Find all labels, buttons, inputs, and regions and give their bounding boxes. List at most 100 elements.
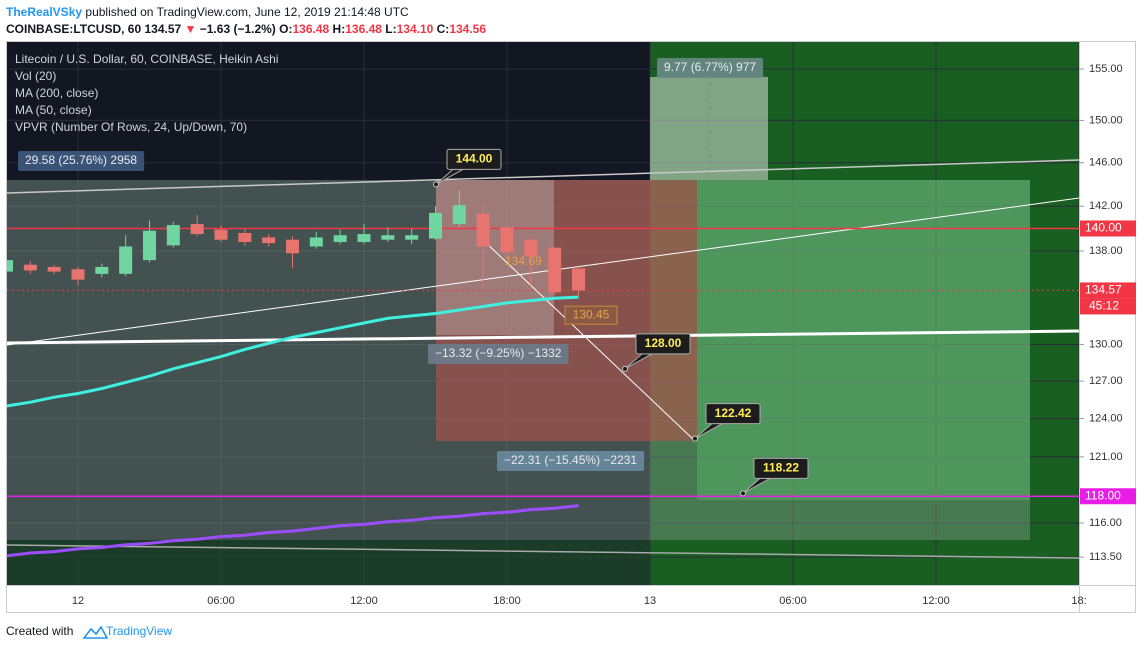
- candle-body: [333, 235, 347, 242]
- x-tick-label: 18:00: [493, 595, 521, 607]
- last: 134.57: [144, 22, 181, 36]
- y-tick-label: 121.00: [1089, 451, 1123, 463]
- candle-body: [190, 224, 204, 235]
- plot: Litecoin / U.S. Dollar, 60, COINBASE, He…: [7, 42, 1079, 585]
- callout-point: [692, 435, 698, 442]
- order-label: 134.69: [505, 254, 542, 268]
- y-tick-label: 113.50: [1089, 551, 1122, 563]
- candle-body: [143, 230, 156, 261]
- candle-body: [309, 237, 323, 247]
- candle-body: [71, 269, 85, 280]
- order-box: [564, 305, 618, 325]
- projection-line: [482, 239, 696, 442]
- callout-box: [446, 148, 502, 170]
- trendline: [7, 197, 1079, 346]
- y-tick-label: 124.00: [1089, 412, 1123, 424]
- y-tick-label: 130.00: [1089, 338, 1123, 350]
- measure-label: −22.31 (−15.45%) −2231: [504, 453, 637, 467]
- y-tick-label: 116.00: [1089, 517, 1122, 529]
- callout-label: 122.42: [715, 406, 752, 420]
- countdown-bg: [1080, 298, 1136, 315]
- measure-box: [650, 77, 768, 180]
- callout-point: [740, 490, 746, 497]
- logo: [82, 625, 109, 639]
- candle-body: [286, 239, 299, 254]
- legend-entry: MA (50, close): [15, 103, 92, 117]
- arrow: ▼: [185, 22, 197, 36]
- measure-box-label: [428, 344, 569, 364]
- h-label: H:: [333, 22, 346, 36]
- x-tick-label: 13: [644, 595, 656, 607]
- published: published on TradingView.com, June 12, 2…: [85, 5, 409, 19]
- candle-body: [166, 225, 180, 246]
- l-label: L:: [385, 22, 396, 36]
- footer-text: Created with: [6, 624, 73, 638]
- price-label-bg: [1080, 282, 1136, 299]
- candle-body: [23, 264, 37, 271]
- candle-body: [381, 235, 395, 240]
- x-tick-label: 18:: [1071, 595, 1086, 607]
- ma-line: [7, 295, 579, 408]
- profit-box: [697, 180, 1030, 500]
- y-tick-label: 138.00: [1089, 245, 1123, 257]
- author[interactable]: TheRealVSky: [6, 5, 82, 19]
- candle-body: [357, 234, 371, 242]
- candle-body: [548, 247, 562, 293]
- candle-body: [7, 260, 13, 272]
- l: 134.10: [397, 22, 434, 36]
- candle-body: [452, 205, 466, 225]
- x-tick-label: 06:00: [207, 595, 235, 607]
- header-line: TheRealVSky published on TradingView.com…: [6, 5, 409, 19]
- callout-label: 128.00: [645, 336, 682, 350]
- measure-label: 29.58 (25.76%) 2958: [25, 153, 137, 167]
- y-tick-label: 146.00: [1089, 157, 1123, 169]
- symbol: COINBASE:LTCUSD, 60: [6, 22, 141, 36]
- footer-brand[interactable]: TradingView: [106, 624, 172, 638]
- callout-box: [753, 457, 809, 479]
- price-label: 134.57: [1085, 283, 1122, 297]
- candle-body: [405, 235, 419, 240]
- price-label-bg: [1080, 488, 1136, 505]
- measure-label: −13.32 (−9.25%) −1332: [435, 346, 562, 360]
- callout-box: [705, 403, 761, 425]
- order-label: 130.45: [573, 307, 610, 321]
- callout-point: [622, 365, 628, 372]
- callout-label: 118.22: [763, 461, 799, 475]
- measure-box-label: [18, 151, 145, 171]
- x-tick-label: 12:00: [350, 595, 378, 607]
- measure-box-label: [497, 451, 645, 471]
- h: 136.48: [345, 22, 382, 36]
- c-label: C:: [437, 22, 450, 36]
- price-label-bg: [1080, 220, 1136, 237]
- candle-body: [119, 246, 133, 274]
- chart-title: Litecoin / U.S. Dollar, 60, COINBASE, He…: [15, 52, 278, 66]
- ma-line: [7, 504, 579, 558]
- x-tick-label: 06:00: [779, 595, 807, 607]
- x-tick-label: 12:00: [922, 595, 950, 607]
- y-tick-label: 150.00: [1089, 114, 1123, 126]
- candle-body: [524, 239, 538, 257]
- candle-body: [214, 229, 228, 240]
- y-tick-label: 127.00: [1089, 375, 1123, 387]
- candle-body: [47, 266, 61, 272]
- price-label: 118.00: [1085, 488, 1121, 502]
- legend-entry: MA (200, close): [15, 86, 98, 100]
- x-tick-label: 12: [72, 595, 84, 607]
- callout-label: 144.00: [456, 152, 493, 166]
- candle-body: [95, 266, 109, 274]
- symbol-line: COINBASE:LTCUSD, 60 134.57 ▼ −1.63 (−1.2…: [6, 22, 486, 36]
- o-label: O:: [279, 22, 292, 36]
- y-tick-label: 142.00: [1089, 200, 1123, 212]
- candle-body: [476, 213, 490, 247]
- y-tick-label: 155.00: [1089, 63, 1123, 75]
- candle-body: [238, 232, 252, 242]
- candle-body: [262, 237, 276, 244]
- callout-point: [433, 181, 439, 188]
- measure-box-label: [657, 58, 764, 78]
- indicator-label: VPVR (Number Of Rows, 24, Up/Down, 70): [15, 120, 247, 134]
- price-label: 140.00: [1085, 221, 1122, 235]
- candle-body: [429, 212, 442, 239]
- c: 134.56: [449, 22, 486, 36]
- countdown: 45:12: [1089, 299, 1119, 313]
